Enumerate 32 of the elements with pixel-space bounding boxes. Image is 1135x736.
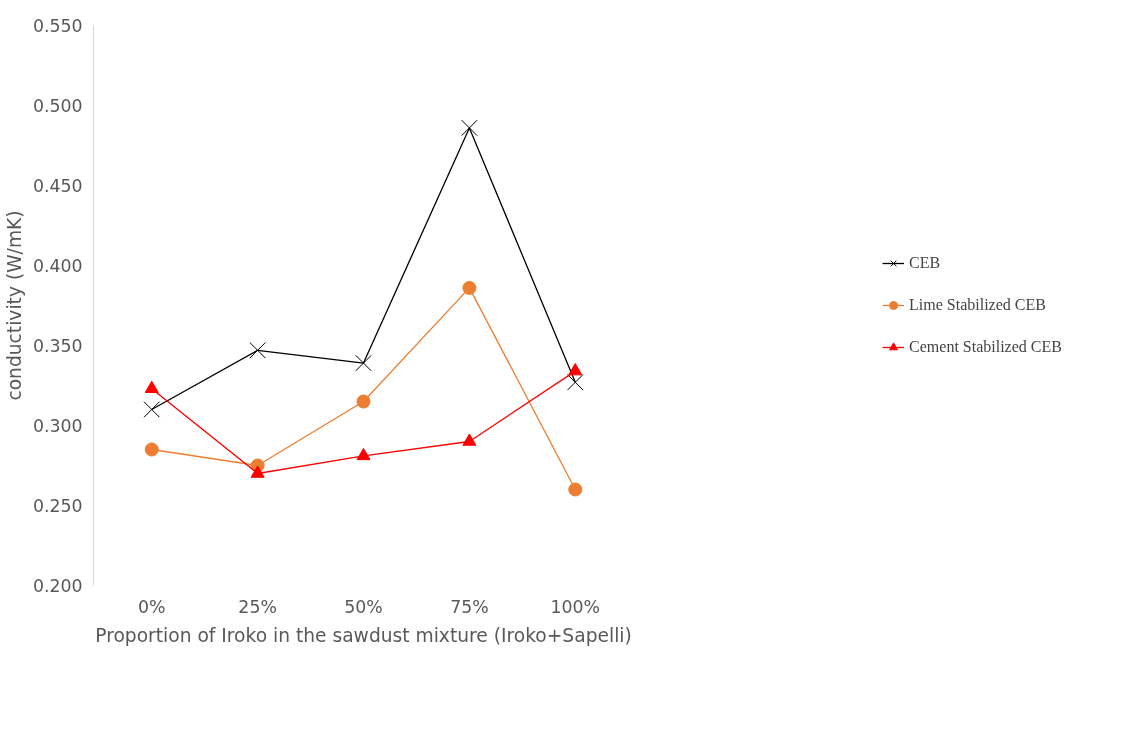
- x-tick-label: 75%: [450, 596, 489, 617]
- point: [356, 394, 371, 409]
- x-tick-label: 100%: [550, 596, 601, 617]
- y-tick-label: 0.450: [32, 176, 83, 196]
- point: [143, 401, 161, 418]
- point: [462, 433, 477, 446]
- point: [249, 342, 266, 359]
- point: [568, 482, 583, 497]
- y-axis-title: conductivity (W/mK): [3, 210, 25, 401]
- point: [356, 447, 371, 461]
- point: [144, 380, 159, 393]
- legend-label: Lime Stabilized CEB: [909, 296, 1046, 314]
- x-tick-label: 50%: [344, 596, 383, 617]
- point: [144, 442, 159, 457]
- x-tick-label: 0%: [137, 596, 166, 617]
- legend-label: CEB: [909, 254, 941, 272]
- y-tick-label: 0.250: [32, 496, 83, 516]
- y-tick-label: 0.500: [32, 96, 83, 116]
- point: [355, 354, 372, 372]
- point: [461, 119, 478, 137]
- y-tick-label: 0.550: [32, 16, 83, 36]
- point: [462, 280, 477, 295]
- y-tick-label: 0.350: [32, 336, 83, 356]
- point: [568, 363, 583, 376]
- legend-label: Cement Stabilized CEB: [909, 338, 1062, 356]
- y-tick-label: 0.300: [32, 416, 83, 436]
- x-tick-label: 25%: [238, 596, 277, 617]
- x-axis-title: Proportion of Iroko in the sawdust mixture (Iroko+Sapelli): [95, 624, 632, 646]
- y-tick-label: 0.400: [32, 256, 83, 276]
- point: [566, 374, 584, 391]
- point: [250, 465, 265, 478]
- y-tick-label: 0.200: [32, 576, 83, 596]
